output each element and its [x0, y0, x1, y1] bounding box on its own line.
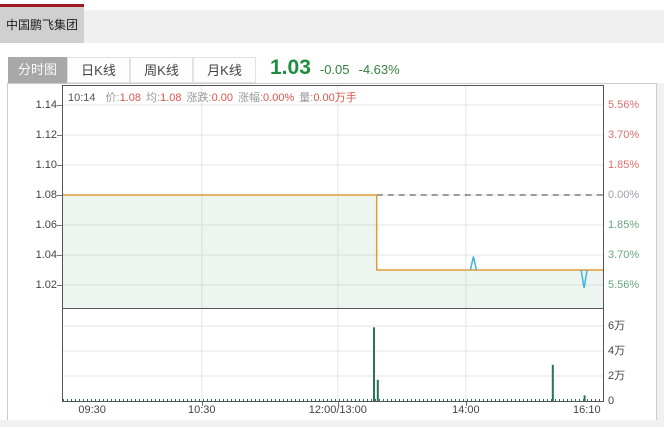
- time-tick-label: 12:00/13:00: [308, 404, 367, 416]
- price-axis-tick: [57, 285, 62, 287]
- info-label: 价:: [105, 92, 120, 104]
- info-value: 0.00万手: [313, 92, 357, 104]
- volume-bar: [551, 364, 554, 401]
- price-tick-label: 1.10: [35, 159, 57, 172]
- info-value: 1.08: [160, 92, 182, 104]
- price-tick-label: 1.06: [35, 219, 57, 232]
- volume-tick-label: 2万: [608, 370, 626, 382]
- time-tick-label: 09:30: [78, 404, 106, 416]
- volume-bar: [583, 395, 586, 401]
- price-plot: [63, 86, 603, 308]
- tab-weekly-k[interactable]: 周K线: [130, 57, 193, 83]
- price-tick-label: 1.02: [35, 279, 57, 292]
- pct-tick-label: 5.56%: [608, 99, 640, 112]
- tab-monthly-k[interactable]: 月K线: [193, 57, 256, 83]
- tab-intraday[interactable]: 分时图: [8, 57, 67, 83]
- quote-info-line: 10:14 价:1.08 均:1.08 涨跌:0.00 涨幅:0.00% 量:0.00万手: [68, 89, 357, 105]
- time-axis-tick: [465, 402, 467, 406]
- volume-tick-label: 4万: [608, 345, 626, 357]
- price-axis-tick: [57, 225, 62, 227]
- volume-pane[interactable]: [62, 308, 604, 402]
- quote-summary: 1.03 -0.05 -4.63%: [270, 56, 400, 80]
- info-label: 均:: [146, 92, 161, 104]
- header-strip: [84, 10, 664, 43]
- tab-daily-k[interactable]: 日K线: [67, 57, 130, 83]
- info-time: 10:14: [68, 92, 96, 104]
- pct-tick-label: 1.85%: [608, 219, 640, 232]
- time-tick-label: 10:30: [188, 404, 216, 416]
- price-pane[interactable]: 10:14 价:1.08 均:1.08 涨跌:0.00 涨幅:0.00% 量:0.00万手: [62, 85, 604, 309]
- chart-container: 10:14 价:1.08 均:1.08 涨跌:0.00 涨幅:0.00% 量:0.00万手…: [7, 83, 657, 421]
- pct-tick-label: 5.56%: [608, 279, 640, 292]
- info-label: 量:: [299, 92, 314, 104]
- page-right-margin: [657, 83, 664, 420]
- price-axis-tick: [57, 195, 62, 197]
- info-label: 涨幅:: [237, 92, 264, 104]
- price-axis-tick: [57, 255, 62, 257]
- price-tick-label: 1.04: [35, 249, 57, 262]
- volume-bar: [373, 327, 375, 401]
- price-change: -0.05: [319, 62, 350, 77]
- time-axis-tick: [201, 402, 203, 406]
- info-label: 涨跌:: [186, 92, 212, 104]
- volume-tick-label: 0: [608, 395, 615, 407]
- pct-tick-label: 1.85%: [608, 159, 640, 172]
- price-axis-tick: [57, 135, 62, 137]
- volume-tick-label: 6万: [608, 320, 626, 332]
- price-tick-label: 1.14: [35, 99, 57, 112]
- info-value: 0.00: [211, 92, 233, 104]
- price-tick-label: 1.08: [35, 189, 57, 202]
- stock-name-tab[interactable]: 中国鹏飞集团: [0, 7, 84, 43]
- pct-tick-label: 3.70%: [608, 129, 640, 142]
- info-value: 0.00%: [263, 92, 295, 104]
- time-tick-label: 14:00: [452, 404, 480, 416]
- time-axis-tick: [337, 402, 339, 406]
- active-tab-accent-bar: [0, 4, 84, 7]
- volume-bar: [376, 379, 379, 401]
- info-value: 1.08: [119, 92, 142, 104]
- price-axis-tick: [57, 105, 62, 107]
- page-bottom-margin: [0, 420, 664, 427]
- price-change-pct: -4.63%: [358, 62, 400, 77]
- volume-plot: [63, 309, 603, 401]
- price-tick-label: 1.12: [35, 129, 57, 142]
- price-axis-tick: [57, 165, 62, 167]
- last-price: 1.03: [270, 56, 311, 79]
- pct-tick-label: 0.00%: [608, 189, 640, 202]
- time-tick-label: 16:10: [573, 404, 601, 416]
- pct-tick-label: 3.70%: [608, 249, 640, 262]
